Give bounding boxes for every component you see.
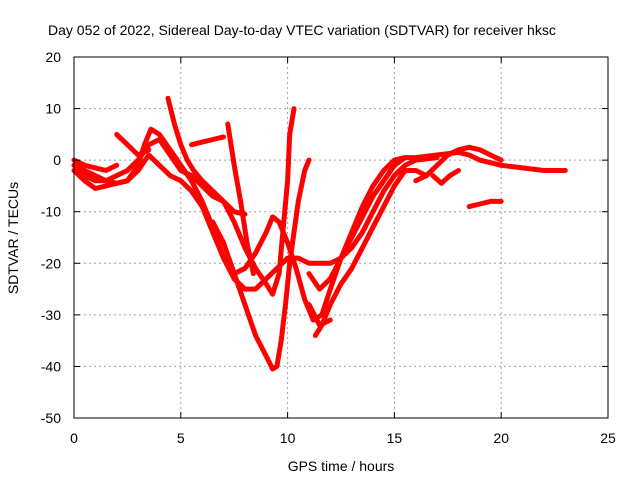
- series-trace-7: [306, 155, 408, 292]
- series-trace-12: [413, 144, 504, 184]
- x-tick-label: 10: [280, 430, 296, 446]
- y-tick-label: -50: [41, 410, 61, 426]
- x-tick-label: 0: [70, 430, 78, 446]
- x-tick-label: 15: [387, 430, 403, 446]
- y-tick-label: -10: [41, 204, 61, 220]
- series-trace-15: [71, 157, 120, 173]
- x-axis-label: GPS time / hours: [288, 458, 395, 474]
- series-trace-6: [225, 121, 256, 277]
- series-trace-14: [466, 198, 504, 210]
- y-tick-labels: -50 -40 -30 -20 -10 0 10 20: [41, 49, 61, 426]
- series-trace-13: [430, 168, 461, 186]
- chart-title: Day 052 of 2022, Sidereal Day-to-day VTE…: [48, 22, 556, 38]
- traces-layer: [71, 95, 568, 372]
- series-trace-2: [71, 152, 440, 292]
- y-axis-label: SDTVAR / TECUs: [5, 182, 21, 294]
- x-tick-label: 25: [600, 430, 616, 446]
- y-tick-label: 0: [53, 152, 61, 168]
- ticks-layer: [73, 56, 609, 419]
- y-tick-label: 10: [45, 101, 61, 117]
- x-tick-label: 20: [493, 430, 509, 446]
- plot-frame: [73, 56, 609, 419]
- x-tick-labels: 0 5 10 15 20 25: [70, 430, 616, 446]
- y-tick-label: -30: [41, 307, 61, 323]
- series-trace-5: [165, 95, 297, 297]
- y-tick-label: -20: [41, 255, 61, 271]
- grid-layer: [74, 57, 608, 418]
- series-trace-10: [189, 134, 226, 148]
- series-trace-9: [312, 168, 429, 338]
- x-tick-label: 5: [177, 430, 185, 446]
- series-trace-11: [114, 131, 152, 158]
- series-trace-4: [210, 157, 312, 372]
- y-tick-label: -40: [41, 358, 61, 374]
- y-tick-label: 20: [45, 49, 61, 65]
